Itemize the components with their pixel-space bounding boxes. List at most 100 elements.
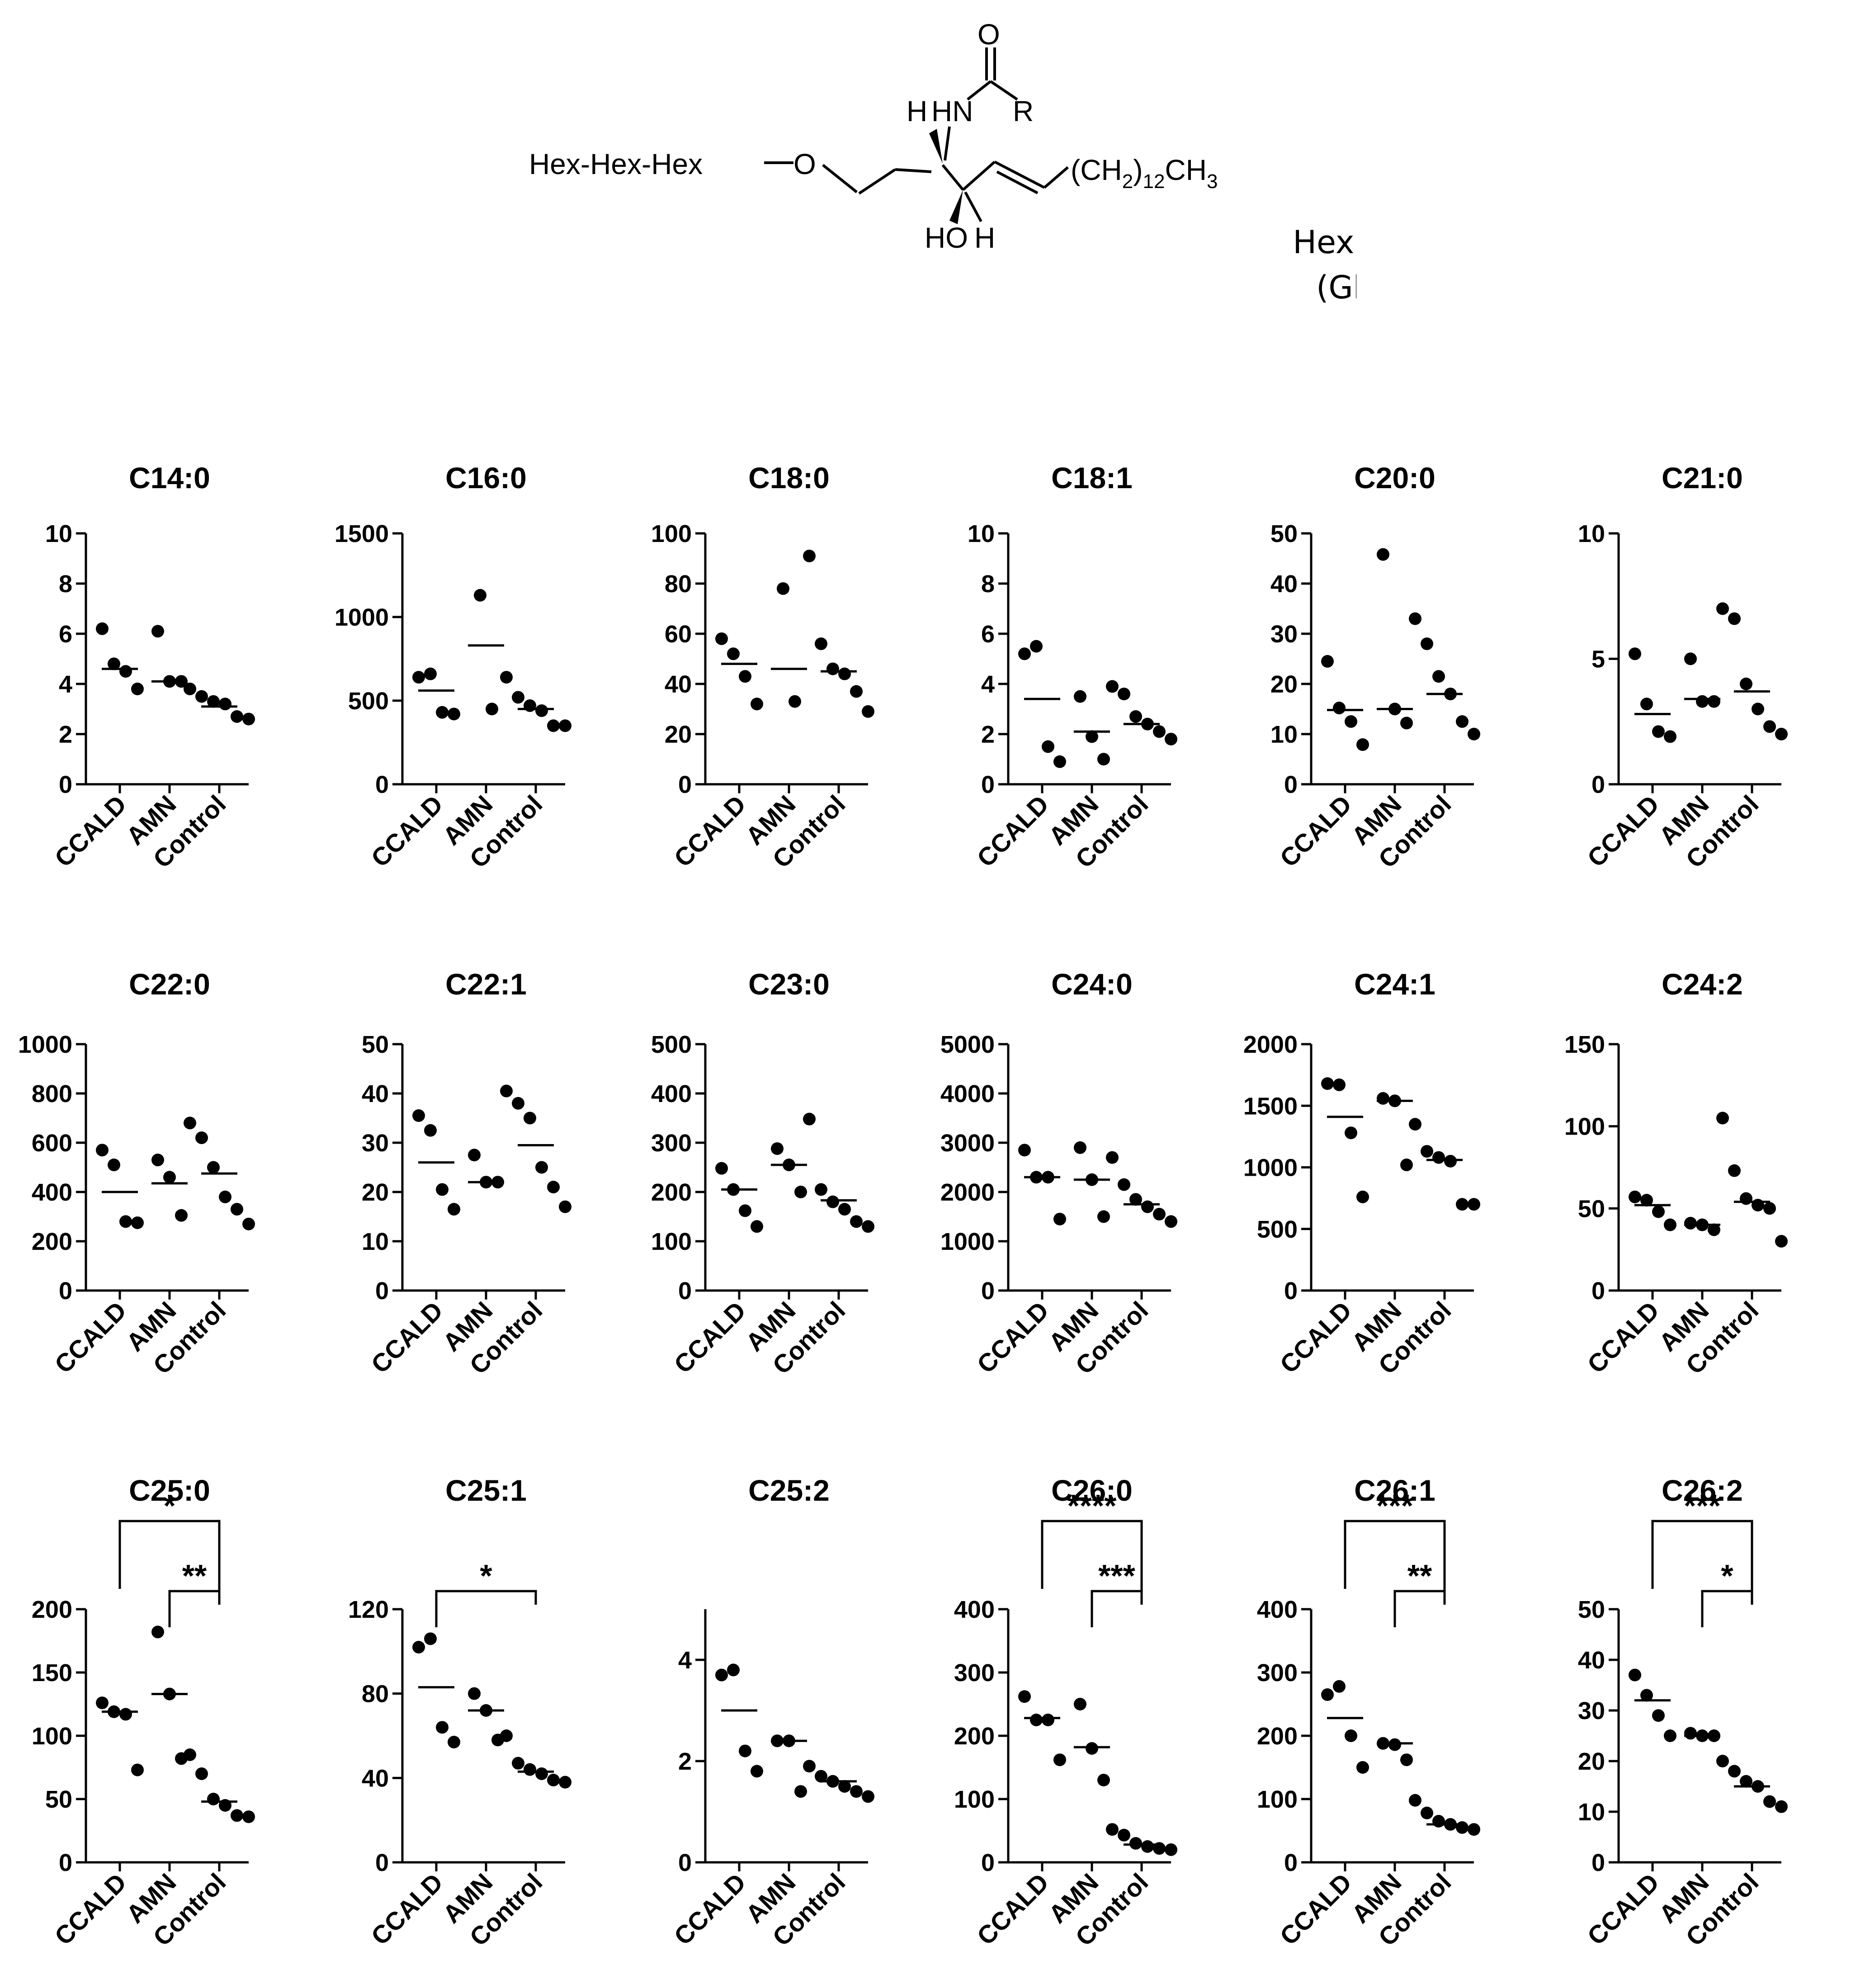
significance-bracket: [118, 1520, 221, 1605]
y-tick-label: 2000: [1243, 1031, 1298, 1058]
data-point: [862, 1220, 874, 1233]
data-point: [1640, 1194, 1653, 1207]
data-point: [1444, 1154, 1457, 1168]
data-point: [1321, 1077, 1334, 1090]
data-point: [715, 1668, 728, 1682]
data-point: [1086, 1742, 1098, 1755]
data-point: [184, 1748, 196, 1761]
y-tick-label: 0: [59, 1277, 72, 1305]
data-point: [715, 1162, 728, 1175]
y-tick-label: 0: [678, 1849, 692, 1876]
data-point: [1074, 1141, 1086, 1154]
y-tick-label: 200: [651, 1179, 692, 1206]
data-point: [1018, 1690, 1031, 1703]
data-point: [500, 1084, 513, 1098]
data-point: [751, 1220, 763, 1233]
data-point: [524, 1112, 536, 1125]
y-tick-label: 10: [968, 520, 995, 547]
data-point: [1629, 647, 1641, 660]
y-tick-label: 400: [32, 1179, 72, 1206]
x-tick-label: CCALD: [365, 790, 448, 872]
y-tick-label: 2000: [940, 1179, 995, 1206]
y-tick-label: 30: [362, 1130, 389, 1157]
y-tick-label: 200: [1257, 1723, 1298, 1750]
data-point: [559, 1200, 571, 1213]
data-point: [1165, 1215, 1177, 1228]
x-tick-label: CCALD: [49, 1868, 132, 1950]
significance-label: ***: [1098, 1558, 1135, 1593]
chart-title: C26:0: [1051, 1474, 1133, 1507]
data-point: [448, 1203, 460, 1216]
data-point: [1333, 702, 1346, 715]
data-point: [436, 706, 449, 719]
data-point: [1468, 728, 1480, 740]
data-point: [1763, 720, 1776, 733]
significance-label: *: [480, 1558, 492, 1593]
data-point: [500, 671, 513, 684]
data-point: [1042, 1714, 1054, 1726]
y-tick-label: 300: [1257, 1659, 1298, 1687]
data-point: [826, 1195, 839, 1208]
y-tick-label: 0: [375, 771, 389, 798]
y-tick-label: 10: [362, 1228, 389, 1255]
y-tick-label: 40: [665, 671, 692, 698]
data-point: [1740, 1192, 1752, 1205]
data-point: [151, 625, 164, 638]
y-tick-label: 1000: [18, 1031, 72, 1058]
data-point: [1468, 1198, 1480, 1211]
atom-oxygen-ether: O: [793, 148, 816, 180]
chart-panel: C24:0010002000300040005000CCALDAMNContro…: [940, 967, 1177, 1380]
y-tick-label: 0: [1591, 1849, 1605, 1876]
data-point: [131, 1763, 144, 1776]
alkyl-tail-label: (CH2)12CH3: [1071, 154, 1218, 193]
x-tick-label: CCALD: [668, 1868, 751, 1950]
y-tick-label: 200: [32, 1596, 72, 1623]
data-point: [242, 1217, 255, 1230]
data-point: [1664, 730, 1676, 743]
significance-bracket: [1651, 1520, 1753, 1605]
data-point: [1409, 1118, 1421, 1131]
y-tick-label: 40: [362, 1765, 389, 1792]
data-point: [1708, 1223, 1720, 1236]
data-point: [1763, 1202, 1776, 1215]
y-tick-label: 100: [1257, 1786, 1298, 1813]
y-tick-label: 0: [981, 1277, 995, 1305]
data-point: [1333, 1078, 1346, 1091]
data-point: [1652, 725, 1665, 738]
data-point: [1106, 1151, 1119, 1164]
y-tick-label: 30: [1578, 1697, 1605, 1724]
y-tick-label: 1500: [1243, 1093, 1298, 1120]
atom-ho: HO: [925, 221, 968, 254]
data-point: [1400, 716, 1413, 730]
y-tick-label: 20: [1270, 671, 1298, 698]
y-tick-label: 2: [59, 721, 72, 748]
data-point: [175, 1209, 188, 1222]
data-point: [1086, 730, 1098, 743]
data-point: [242, 1810, 255, 1823]
bond-h-bottom: [964, 191, 982, 222]
data-point: [96, 1696, 109, 1710]
data-point: [547, 1774, 560, 1786]
y-tick-label: 6: [981, 621, 995, 648]
significance-bracket: [435, 1590, 537, 1627]
data-point: [1388, 1738, 1401, 1751]
chart-title: C18:1: [1051, 461, 1133, 495]
data-point: [108, 1159, 120, 1172]
data-point: [751, 1765, 763, 1778]
y-tick-label: 10: [45, 520, 72, 547]
y-tick-label: 1000: [940, 1228, 995, 1255]
y-tick-label: 150: [1564, 1031, 1605, 1058]
y-tick-label: 100: [1564, 1113, 1605, 1140]
significance-bracket: [1041, 1520, 1143, 1605]
y-tick-label: 0: [375, 1277, 389, 1305]
data-point: [1153, 1208, 1166, 1221]
data-point: [1053, 1753, 1066, 1767]
data-point: [448, 707, 460, 721]
data-point: [412, 1109, 425, 1122]
